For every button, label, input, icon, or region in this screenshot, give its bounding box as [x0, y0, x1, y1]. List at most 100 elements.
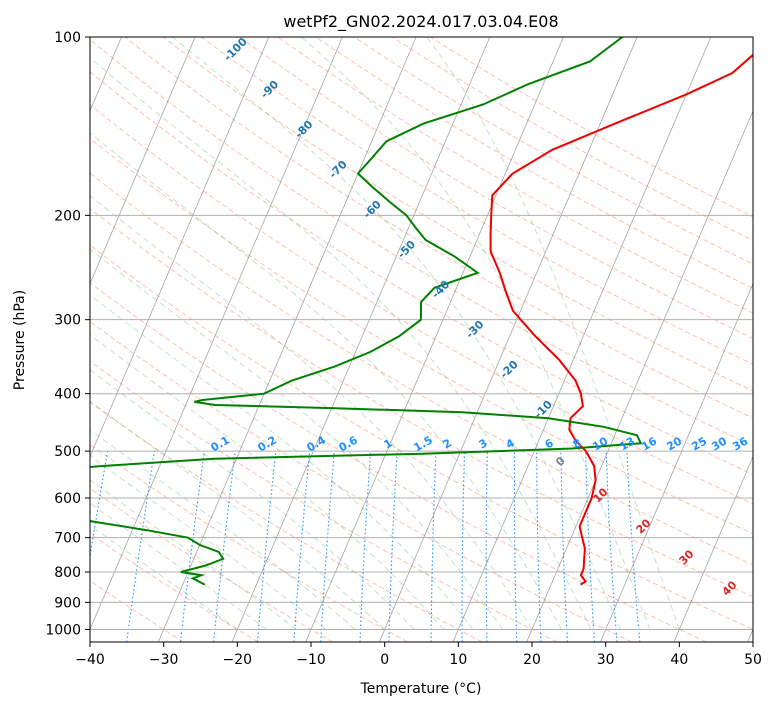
isotherm-label: -30 [463, 318, 486, 341]
mixing-ratio-line [560, 451, 569, 642]
isotherm-label: -70 [327, 158, 350, 181]
isotherm-label: -100 [221, 35, 250, 64]
isotherm-line [157, 37, 417, 642]
moist-adiabat [90, 479, 297, 630]
isotherm-label: 30 [677, 547, 697, 567]
x-tick-label: 40 [670, 652, 688, 668]
y-tick-label: 600 [54, 491, 81, 507]
moist-adiabat [90, 132, 562, 630]
mixing-ratio-line [293, 451, 311, 642]
chart-title: wetPf2_GN02.2024.017.03.04.E08 [283, 12, 558, 32]
isotherm-line [378, 37, 638, 642]
dry-adiabat [277, 37, 753, 314]
x-tick-label: −20 [223, 652, 253, 668]
moist-adiabat [90, 400, 386, 630]
pressure-grid [90, 36, 753, 630]
dry-adiabat [90, 71, 753, 476]
isotherm-line [599, 282, 753, 642]
dry-adiabat [90, 208, 753, 598]
background-reference-lines [90, 37, 753, 642]
isotherm-line [90, 37, 196, 285]
isotherm-line [231, 37, 491, 642]
mixing-ratio-label: 4 [504, 436, 517, 451]
y-axis-label: Pressure (hPa) [12, 290, 28, 390]
mixing-ratio-line [605, 451, 618, 642]
y-tick-label: 100 [54, 30, 81, 46]
dry-adiabat [162, 37, 753, 392]
isotherm-line [90, 37, 343, 631]
dry-adiabat [90, 360, 558, 642]
mixing-ratio-line [179, 451, 205, 642]
mixing-ratio-line [461, 451, 466, 642]
moist-adiabat [172, 37, 621, 630]
dry-adiabat [90, 104, 753, 505]
isotherm-line [747, 628, 753, 642]
x-tick-label: 50 [744, 652, 762, 668]
x-tick-label: 10 [449, 652, 467, 668]
moist-adiabat [90, 334, 444, 630]
x-axis-label: Temperature (°C) [360, 681, 482, 697]
moist-adiabat [90, 428, 356, 630]
mixing-ratio-label: 30 [709, 434, 729, 453]
x-tick-label: 30 [597, 652, 615, 668]
x-tick-label: 0 [380, 652, 389, 668]
isotherm-label: 0 [553, 454, 568, 469]
mixing-ratio-label: 20 [664, 434, 684, 453]
y-tick-label: 400 [54, 387, 81, 403]
axis-ticks: −40 −30 −20 −10 0 10 20 30 40 5010020030040050060… [45, 30, 762, 668]
mixing-ratio-label: 25 [689, 435, 709, 454]
moist-adiabat [90, 455, 327, 630]
mixing-ratio-line [626, 451, 641, 642]
moist-adiabat [426, 37, 680, 630]
x-tick-label: −10 [296, 652, 326, 668]
y-tick-label: 1000 [45, 622, 81, 638]
isotherm-line [673, 455, 753, 642]
moist-adiabat [90, 294, 474, 630]
dry-adiabat [90, 401, 483, 642]
dry-adiabat [90, 320, 632, 642]
moist-adiabat [300, 37, 651, 630]
y-tick-label: 200 [54, 208, 81, 224]
y-tick-label: 500 [54, 444, 81, 460]
dry-adiabat [90, 244, 753, 630]
isotherm-label: 20 [634, 516, 654, 536]
isotherm-label: -20 [498, 358, 521, 381]
y-tick-label: 700 [54, 531, 81, 547]
x-tick-label: −30 [149, 652, 179, 668]
isotherm-label: 40 [720, 578, 740, 598]
dry-adiabat [90, 487, 334, 642]
mixing-ratio-line [485, 451, 488, 642]
moist-adiabat [90, 248, 503, 630]
dry-adiabat [124, 37, 753, 419]
isotherm-label: -80 [292, 118, 315, 141]
mixing-ratio-line [213, 451, 236, 642]
mixing-ratio-label: 16 [639, 434, 659, 453]
dry-adiabat [90, 533, 259, 642]
mixing-ratio-line [90, 451, 109, 560]
mixing-ratio-label: 10 [590, 434, 610, 453]
isotherm-line [90, 37, 270, 458]
dry-adiabat [90, 282, 707, 642]
dry-adiabat [90, 137, 753, 535]
dewpoint-profile [90, 37, 643, 586]
mixing-ratio-label: 13 [617, 435, 637, 454]
isotherm-label: -40 [429, 278, 452, 301]
mixing-ratio-line [585, 451, 596, 642]
dry-adiabat [201, 37, 753, 365]
y-tick-label: 900 [54, 595, 81, 611]
isotherm-line [526, 109, 753, 642]
profiles [90, 37, 753, 586]
y-tick-label: 300 [54, 313, 81, 329]
moist-adiabat [90, 57, 592, 630]
mixing-ratio-line [430, 451, 437, 642]
isotherm-line [305, 37, 564, 642]
mixing-ratio-line [359, 451, 372, 642]
isoline-labels: -100-90-80-70-60-50-40-30-20-10010203040… [209, 35, 751, 599]
dry-adiabat [239, 37, 753, 340]
y-tick-label: 800 [54, 565, 81, 581]
dry-adiabat [353, 37, 753, 265]
mixing-ratio-label: 3 [477, 436, 490, 451]
moist-adiabat [90, 524, 238, 630]
plot-frame [89, 36, 754, 643]
